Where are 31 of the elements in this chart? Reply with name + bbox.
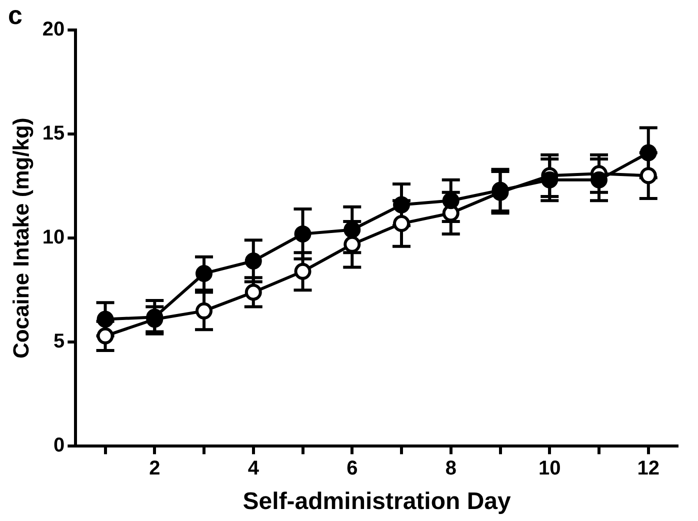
point [294,225,312,242]
point [196,302,213,320]
point [640,167,657,184]
point [96,327,114,344]
point [196,264,213,282]
y-tick-label: 5 [54,330,65,353]
x-tick-label: 2 [149,458,160,480]
x-tick-label: 8 [445,458,456,480]
x-tick-label: 6 [346,458,358,480]
point [244,252,262,270]
y-tick-label: 20 [42,18,65,41]
y-axis-title: Cocaine Intake (mg/kg) [8,118,34,359]
x-tick-label: 12 [637,458,660,480]
point [393,215,410,232]
point [294,262,312,280]
point [393,196,410,214]
point [244,284,262,301]
point [590,171,608,188]
point [541,171,558,188]
x-tick-label: 10 [538,458,561,480]
y-tick-label: 10 [42,226,65,249]
y-tick-label: 15 [42,122,65,145]
text: c [8,0,22,31]
point [96,310,114,328]
point [344,236,361,253]
point [640,144,657,162]
x-tick-label: 4 [248,458,260,480]
point [344,221,361,238]
y-tick-label: 0 [54,434,65,457]
point [442,192,460,210]
x-axis-title: Self-administration Day [242,488,512,516]
